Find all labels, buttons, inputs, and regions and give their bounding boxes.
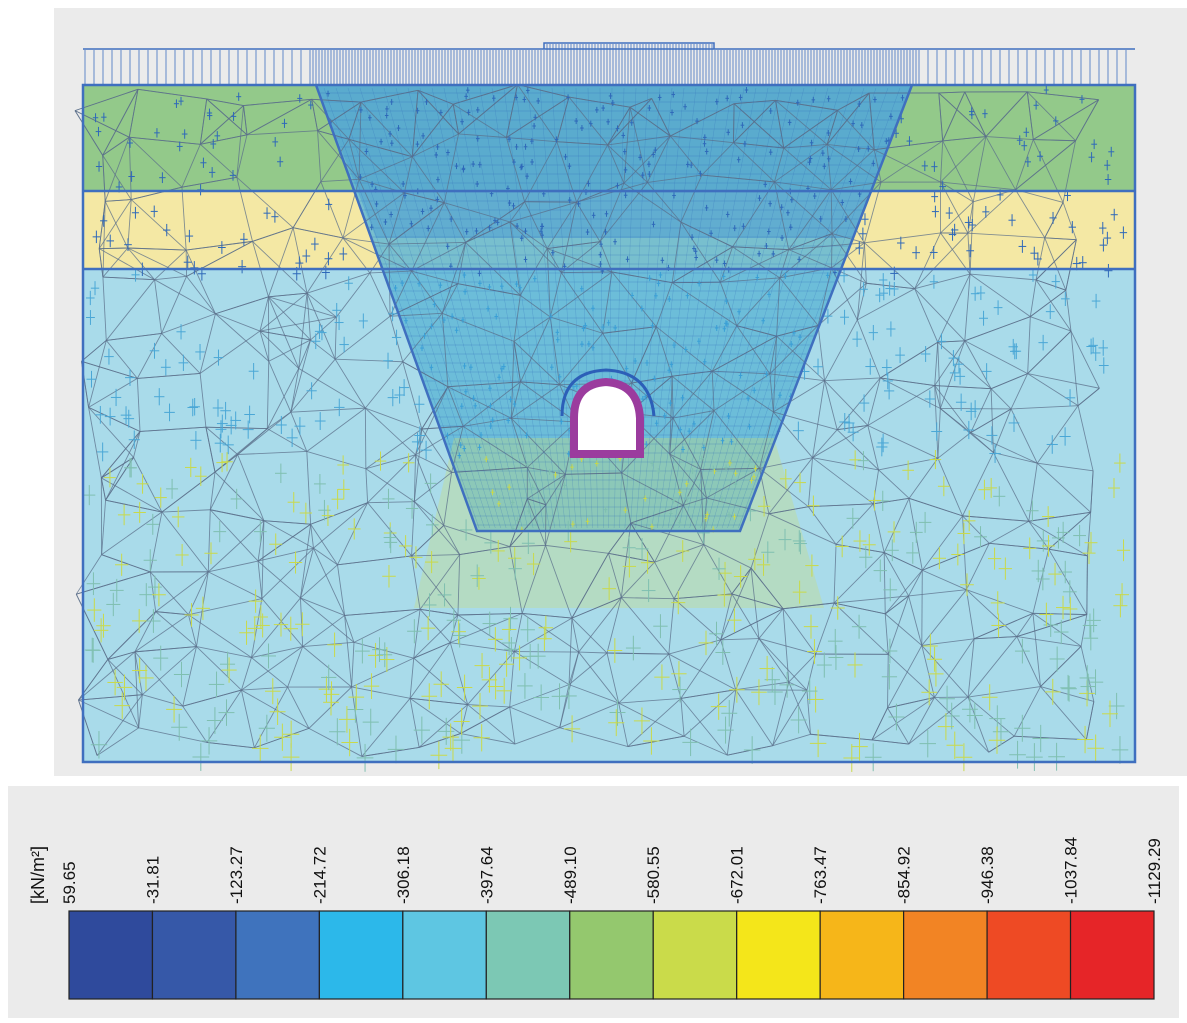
legend-tick-label: -489.10 [561, 846, 580, 904]
principal-stress-crosses [83, 85, 1131, 772]
legend-tick-label: -763.47 [811, 846, 830, 904]
stress-halo [414, 438, 824, 608]
color-legend: [kN/m²] 59.65 -31.81 -123.27 -214.72 -306.18… [28, 837, 1164, 1000]
finite-element-model [74, 42, 1137, 772]
legend-bin [235, 910, 320, 1000]
legend-bin [318, 910, 404, 1000]
legend-bin [485, 910, 571, 1000]
legend-tick-label: -397.64 [477, 846, 496, 904]
legend-color-bins [68, 910, 1155, 1000]
legend-bin [68, 910, 154, 1000]
legend-tick-label: -946.38 [978, 846, 997, 904]
legend-tick-label: -1129.29 [1145, 838, 1164, 904]
tunnel-lining [570, 377, 644, 458]
model-view [54, 8, 1187, 776]
legend-tick-labels: 59.65 -31.81 -123.27 -214.72 -306.18 -397.64 -… [60, 837, 1164, 904]
legend-bin [402, 910, 487, 1000]
legend-tick-label: -1037.84 [1062, 837, 1081, 904]
legend-tick-label: -306.18 [394, 846, 413, 904]
surface-load-arrows [83, 42, 1135, 84]
legend-tick-label: -123.27 [227, 846, 246, 904]
legend-tick-label: -854.92 [895, 846, 914, 904]
legend-tick-label: -672.01 [728, 846, 747, 904]
legend-bin [151, 910, 237, 1000]
legend-panel: [kN/m²] 59.65 -31.81 -123.27 -214.72 -306.18… [8, 786, 1179, 1018]
legend-unit-label: [kN/m²] [28, 846, 48, 904]
tunnel-top-arc [560, 368, 656, 417]
legend-tick-label: -31.81 [143, 856, 162, 904]
excavation-outline [314, 84, 914, 533]
legend-bin [819, 910, 905, 1000]
legend-bin [1069, 910, 1155, 1000]
model-boundary [81, 83, 1137, 764]
legend-tick-label: -580.55 [644, 846, 663, 904]
legend-bin [736, 910, 821, 1000]
legend-bin [903, 910, 988, 1000]
legend-bin [986, 910, 1072, 1000]
legend-bin [569, 910, 654, 1000]
legend-bin [652, 910, 738, 1000]
legend-tick-label: 59.65 [60, 861, 79, 904]
legend-tick-label: -214.72 [310, 846, 329, 904]
